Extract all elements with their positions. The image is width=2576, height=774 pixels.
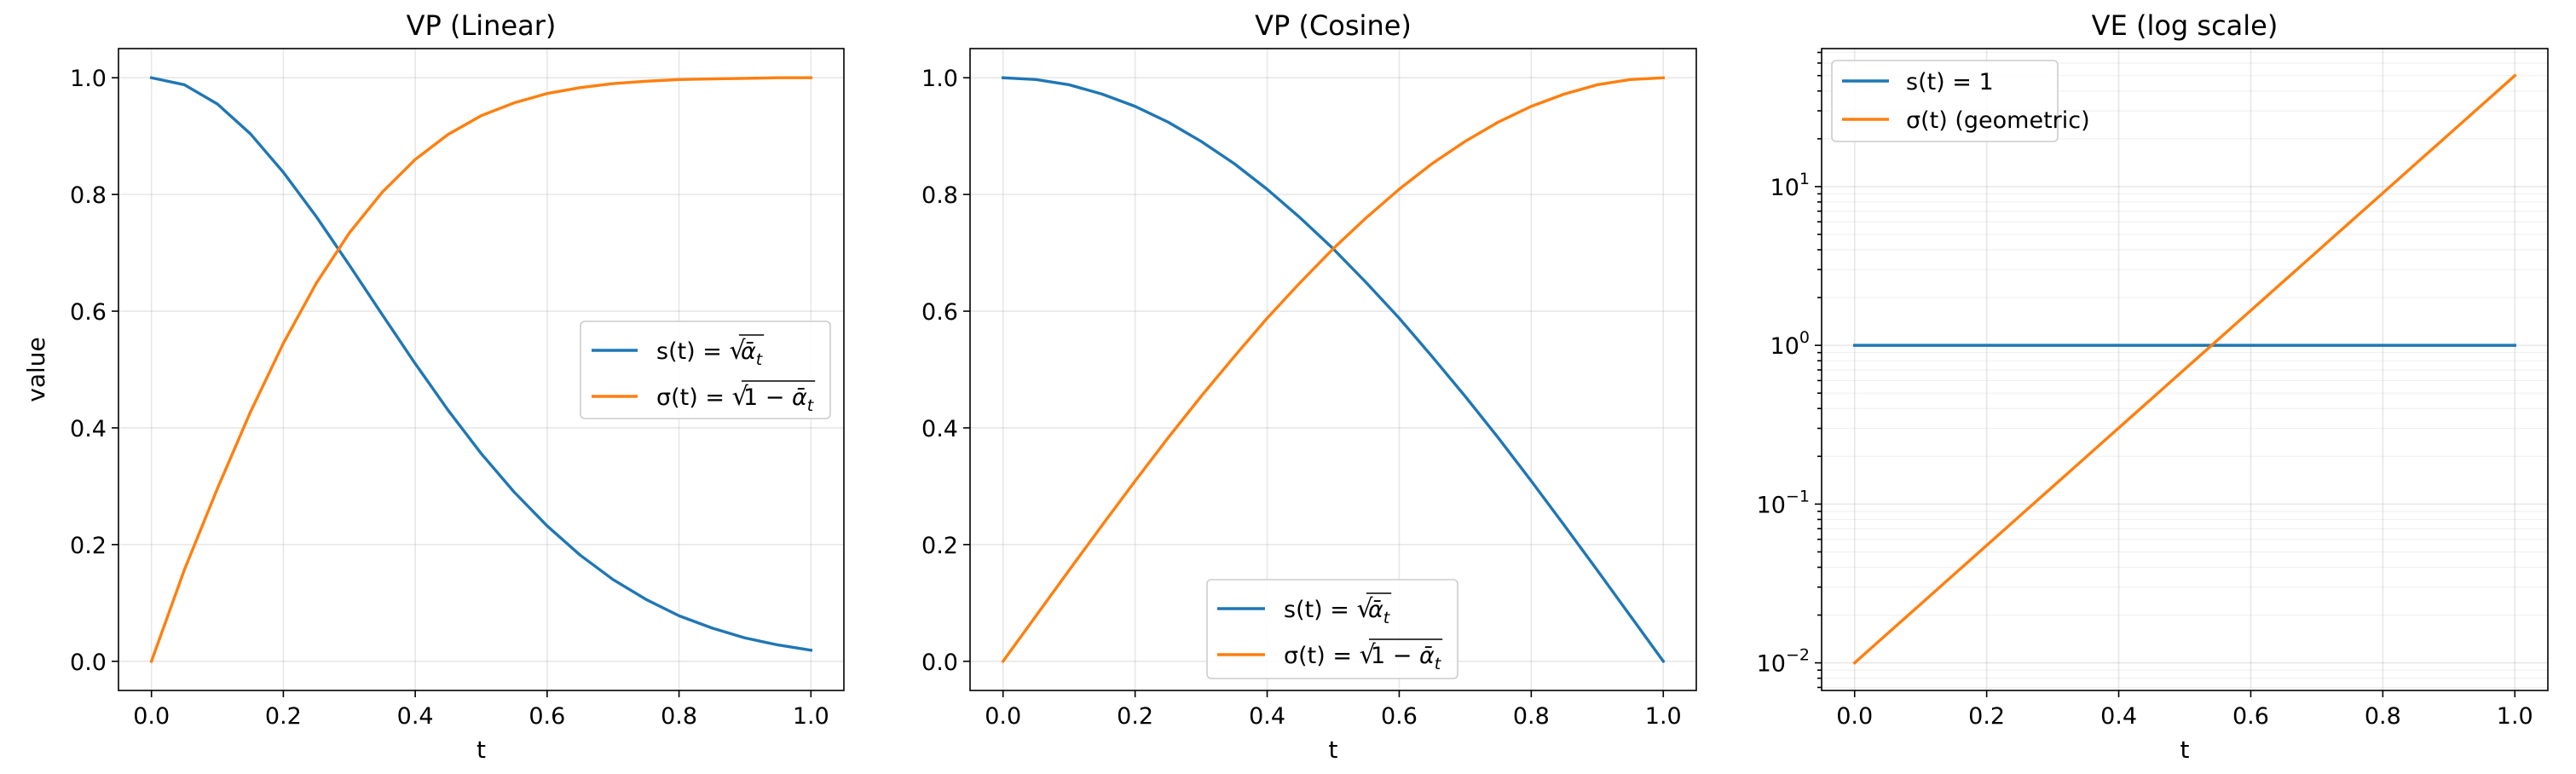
chart-1-y-tick-label: 0.8	[70, 182, 107, 209]
chart-3-y-tick-label: 10−1	[1757, 487, 1810, 518]
chart-1-x-tick-label: 0.4	[397, 703, 434, 730]
chart-2-y-tick-label: 0.0	[921, 650, 958, 676]
chart-3-x-tick-label: 0.2	[1968, 703, 2005, 730]
chart-1-y-tick-label: 0.4	[70, 416, 107, 442]
chart-3-y-tick-label: 10−2	[1757, 646, 1810, 678]
chart-2-y-tick-label: 0.2	[921, 533, 958, 559]
chart-2-legend-label-1: s(t) = √	[1284, 594, 1374, 624]
chart-2-x-tick-label: 0.8	[1513, 703, 1550, 730]
chart-2-legend: s(t) = √ᾱt σ(t) = √1 − ᾱt	[1206, 579, 1458, 679]
chart-1-ylabel: value	[22, 337, 50, 401]
chart-1-y-tick-label: 0.0	[70, 650, 107, 676]
chart-3-x-tick-label: 0.6	[2232, 703, 2269, 730]
chart-2-series-1-line	[1001, 76, 1666, 664]
chart-1-legend: s(t) = √ᾱt σ(t) = √1 − ᾱt	[580, 321, 831, 419]
chart-1-legend-label-2: σ(t) = √	[656, 382, 749, 412]
chart-1-x-tick-label: 0.0	[133, 703, 170, 730]
chart-1-x-tick-label: 1.0	[793, 703, 829, 730]
chart-2-legend-radicand-2: 1 − ᾱt	[1371, 643, 1442, 673]
chart-3-y-tick-label: 101	[1770, 170, 1810, 201]
chart-2-legend-frame	[1206, 579, 1458, 679]
chart-2-y-tick-label: 1.0	[921, 66, 958, 92]
chart-3-xlabel: t	[2180, 736, 2190, 764]
chart-2-y-tick-label: 0.4	[921, 416, 958, 442]
chart-2-x-tick-label: 0.6	[1381, 703, 1418, 730]
chart-2-x-tick-label: 1.0	[1645, 703, 1682, 730]
chart-2-y-tick-label: 0.8	[921, 182, 958, 209]
chart-2: 0.0 0.2 0.4 0.6 0.8 1.0 0.0 0.2 0.4 0.6 0.8 1.0 VP (…	[921, 9, 1697, 764]
chart-1-xlabel: t	[477, 736, 486, 764]
chart-1-y-tick-label: 0.2	[70, 533, 107, 559]
chart-3-x-tick-label: 0.4	[2100, 703, 2137, 730]
chart-1-y-tick-label: 0.6	[70, 299, 107, 326]
chart-3-legend: s(t) = 1 σ(t) (geometric)	[1831, 60, 2090, 142]
chart-3-title: VE (log scale)	[2092, 9, 2279, 42]
chart-1-legend-label-1: s(t) = √	[656, 336, 747, 366]
chart-2-series-2-line	[1001, 76, 1666, 664]
chart-3-x-tick-label: 0.0	[1836, 703, 1873, 730]
chart-2-axes-frame	[969, 48, 1697, 691]
chart-2-x-tick-label: 0.2	[1117, 703, 1153, 730]
chart-1-x-tick-label: 0.2	[265, 703, 302, 730]
chart-3-axes-frame	[1821, 48, 2549, 691]
chart-3-legend-label-2: σ(t) (geometric)	[1906, 107, 2090, 134]
chart-1-x-tick-label: 0.8	[661, 703, 697, 730]
chart-1-legend-radicand-1: ᾱt	[741, 338, 764, 369]
chart-1-axes-frame	[118, 48, 845, 691]
chart-1-legend-radicand-2: 1 − ᾱt	[743, 384, 815, 415]
chart-3-x-tick-label: 0.8	[2365, 703, 2401, 730]
chart-3-y-tick-label: 100	[1770, 328, 1810, 360]
chart-2-x-tick-label: 0.0	[985, 703, 1021, 730]
chart-1-x-tick-label: 0.6	[528, 703, 565, 730]
chart-2-x-tick-label: 0.4	[1249, 703, 1285, 730]
chart-1-y-tick-label: 1.0	[70, 66, 107, 92]
chart-2-legend-radicand-1: ᾱt	[1368, 597, 1391, 627]
chart-1-series-1-line	[149, 76, 813, 652]
chart-3: 0.0 0.2 0.4 0.6 0.8 1.0 10−2 10−1 100 101 VE (log …	[1757, 9, 2549, 764]
chart-3-series-2-line	[1852, 73, 2517, 666]
chart-1: 0.0 0.2 0.4 0.6 0.8 1.0 0.0 0.2 0.4 0.6 0.8 1.0 VP (…	[22, 9, 845, 764]
chart-1-legend-frame	[580, 321, 831, 419]
chart-3-x-tick-label: 1.0	[2497, 703, 2533, 730]
chart-3-legend-label-1: s(t) = 1	[1906, 69, 1994, 95]
chart-1-series-2-line	[149, 76, 813, 663]
chart-2-title: VP (Cosine)	[1255, 9, 1412, 42]
chart-2-legend-label-2: σ(t) = √	[1284, 640, 1377, 670]
chart-2-y-tick-label: 0.6	[921, 299, 958, 326]
chart-2-xlabel: t	[1329, 736, 1338, 764]
chart-1-title: VP (Linear)	[407, 9, 557, 42]
